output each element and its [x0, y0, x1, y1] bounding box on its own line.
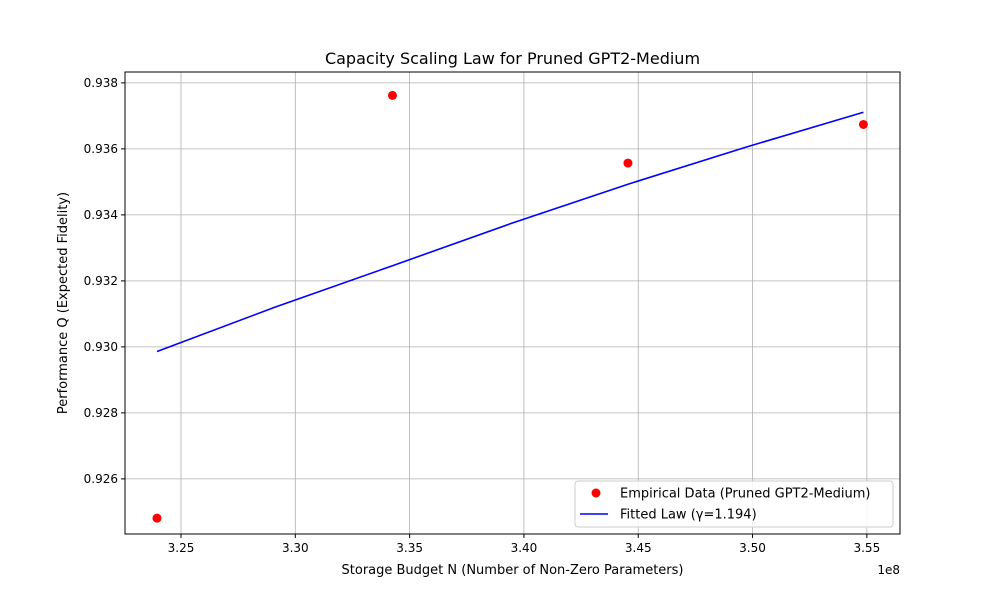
- x-tick-label: 3.25: [168, 541, 195, 555]
- fitted-law-line: [156, 111, 864, 353]
- legend-scatter-marker: [591, 488, 601, 498]
- x-tick-label: 3.45: [625, 541, 652, 555]
- y-tick-label: 0.936: [84, 142, 118, 156]
- plot-series: [152, 90, 868, 523]
- legend: Empirical Data (Pruned GPT2-Medium) Fitt…: [574, 480, 894, 528]
- plot-area-frame: [124, 71, 901, 535]
- y-tick-label: 0.928: [84, 406, 118, 420]
- y-tick-label: 0.938: [84, 76, 118, 90]
- empirical-data-point: [387, 90, 397, 100]
- x-axis-label: Storage Budget N (Number of Non-Zero Par…: [342, 563, 684, 578]
- legend-label-fitted: Fitted Law (γ=1.194): [620, 508, 757, 523]
- empirical-data-point: [623, 158, 633, 168]
- grid-lines: [125, 72, 900, 534]
- x-axis-offset-label: 1e8: [877, 563, 900, 577]
- y-tick-label: 0.930: [84, 340, 118, 354]
- x-tick-label: 3.40: [511, 541, 538, 555]
- y-axis-label: Performance Q (Expected Fidelity): [56, 192, 71, 414]
- legend-box: [574, 480, 894, 528]
- x-tick-label: 3.55: [853, 541, 880, 555]
- chart-title: Capacity Scaling Law for Pruned GPT2-Med…: [325, 49, 700, 68]
- legend-label-empirical: Empirical Data (Pruned GPT2-Medium): [620, 487, 871, 502]
- empirical-data-point: [858, 119, 868, 129]
- y-tick-label: 0.926: [84, 472, 118, 486]
- x-tick-label: 3.30: [282, 541, 309, 555]
- axis-ticks: 3.25 3.30 3.35 3.40 3.45 3.50 3.55 0.926 0.928 0.…: [84, 76, 881, 555]
- empirical-data-point: [152, 513, 162, 523]
- y-tick-label: 0.932: [84, 274, 118, 288]
- x-tick-label: 3.35: [396, 541, 423, 555]
- x-tick-label: 3.50: [739, 541, 766, 555]
- y-tick-label: 0.934: [84, 208, 118, 222]
